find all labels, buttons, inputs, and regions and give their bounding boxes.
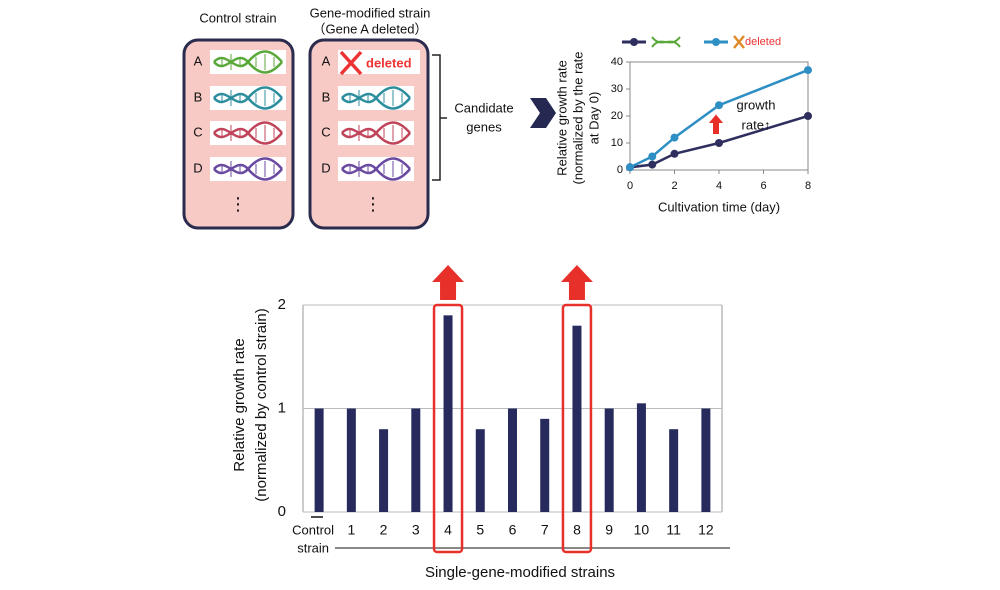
gene-letter: A xyxy=(322,53,331,68)
x-tick-label: 6 xyxy=(509,522,517,538)
x-tick-label: 3 xyxy=(412,522,420,538)
bar xyxy=(314,408,324,512)
legend-dna xyxy=(651,36,681,48)
x-tick-label: 7 xyxy=(541,522,549,538)
x-tick-label: strain xyxy=(297,540,329,555)
y-axis-label: at Day 0) xyxy=(586,92,601,145)
x-tick-label: 2 xyxy=(380,522,388,538)
series-marker xyxy=(648,152,657,161)
x-tick-label: 11 xyxy=(666,522,681,538)
series-marker xyxy=(804,66,812,75)
series-marker xyxy=(715,139,723,147)
ellipsis: ⋮ xyxy=(229,194,247,214)
deleted-label: deleted xyxy=(366,55,412,70)
series-marker xyxy=(804,112,812,120)
y-tick-label: 0 xyxy=(278,503,286,520)
y-tick-label: 1 xyxy=(278,399,286,416)
x-tick-label: 8 xyxy=(805,180,811,192)
legend-cross xyxy=(733,35,745,49)
bracket xyxy=(432,54,447,181)
bar xyxy=(475,429,485,512)
x-tick-label: 2 xyxy=(671,180,677,192)
x-axis-label: Cultivation time (day) xyxy=(658,199,780,214)
series-marker xyxy=(626,163,634,172)
annotation: rate↑ xyxy=(742,117,771,132)
x-tick-label: 1 xyxy=(347,522,355,538)
y-tick-label: 40 xyxy=(611,56,623,68)
bar xyxy=(346,408,356,512)
x-tick-label: 4 xyxy=(716,180,722,192)
x-tick-label: 0 xyxy=(627,180,633,192)
candidate-line: Candidate xyxy=(454,100,513,115)
x-tick-label: 10 xyxy=(634,522,650,538)
x-tick-label: 4 xyxy=(444,522,452,538)
y-axis-label: (normalized by the rate xyxy=(570,52,585,185)
gene-letter: B xyxy=(322,89,331,104)
x-tick-label: 5 xyxy=(476,522,484,538)
cross xyxy=(339,50,363,76)
x-tick-label: 12 xyxy=(698,522,714,538)
annotation-arrow xyxy=(708,114,724,134)
series-marker xyxy=(670,149,679,158)
bar xyxy=(636,403,646,512)
bar xyxy=(540,418,550,512)
bar xyxy=(411,408,421,512)
y-axis-label: Relative growth rate xyxy=(231,338,248,471)
gene-letter: A xyxy=(194,53,203,68)
series-marker xyxy=(648,160,657,169)
y-tick-label: 30 xyxy=(611,83,623,95)
x-axis-label: Single-gene-modified strains xyxy=(425,564,615,581)
y-tick-label: 10 xyxy=(611,137,623,149)
modified-subtitle: （Gene A deleted） xyxy=(313,21,428,36)
gene-letter: D xyxy=(321,160,330,175)
control-title: Control strain xyxy=(199,10,276,25)
x-tick-label: 9 xyxy=(605,522,613,538)
bar xyxy=(604,408,614,512)
bar xyxy=(508,408,517,512)
modified-title: Gene-modified strain xyxy=(310,5,431,20)
highlight-box xyxy=(561,303,593,554)
highlight-arrow xyxy=(432,265,465,300)
legend-marker xyxy=(712,38,720,46)
gene-letter: C xyxy=(193,124,202,139)
series-marker xyxy=(715,101,723,110)
bar xyxy=(701,408,711,512)
bar xyxy=(669,429,679,512)
x-tick-label: 6 xyxy=(760,180,766,192)
gene-letter: C xyxy=(321,124,330,139)
gene-letter: D xyxy=(193,160,202,175)
gene-letter: B xyxy=(194,89,203,104)
y-axis-label: (normalized by control strain) xyxy=(253,308,270,501)
legend-marker xyxy=(630,38,638,46)
y-tick-label: 0 xyxy=(617,164,623,176)
annotation: growth xyxy=(736,97,775,112)
bar xyxy=(379,429,389,512)
x-tick-label: 8 xyxy=(573,522,581,538)
y-tick-label: 2 xyxy=(278,296,286,313)
series-marker xyxy=(670,133,679,142)
highlight-box xyxy=(432,303,464,554)
candidate-line: genes xyxy=(466,119,502,134)
ellipsis: ⋮ xyxy=(364,194,382,214)
rows: A B C D A B C D deleted ⋮ ⋮ xyxy=(193,50,420,214)
bar xyxy=(443,315,453,512)
bar xyxy=(572,325,582,512)
legend-label: deleted xyxy=(745,36,781,48)
flow-arrow xyxy=(530,98,556,128)
highlight-arrow xyxy=(560,265,593,300)
x-tick-label: Control xyxy=(292,522,334,537)
y-tick-label: 20 xyxy=(611,110,623,122)
y-axis-label: Relative growth rate xyxy=(554,60,569,176)
